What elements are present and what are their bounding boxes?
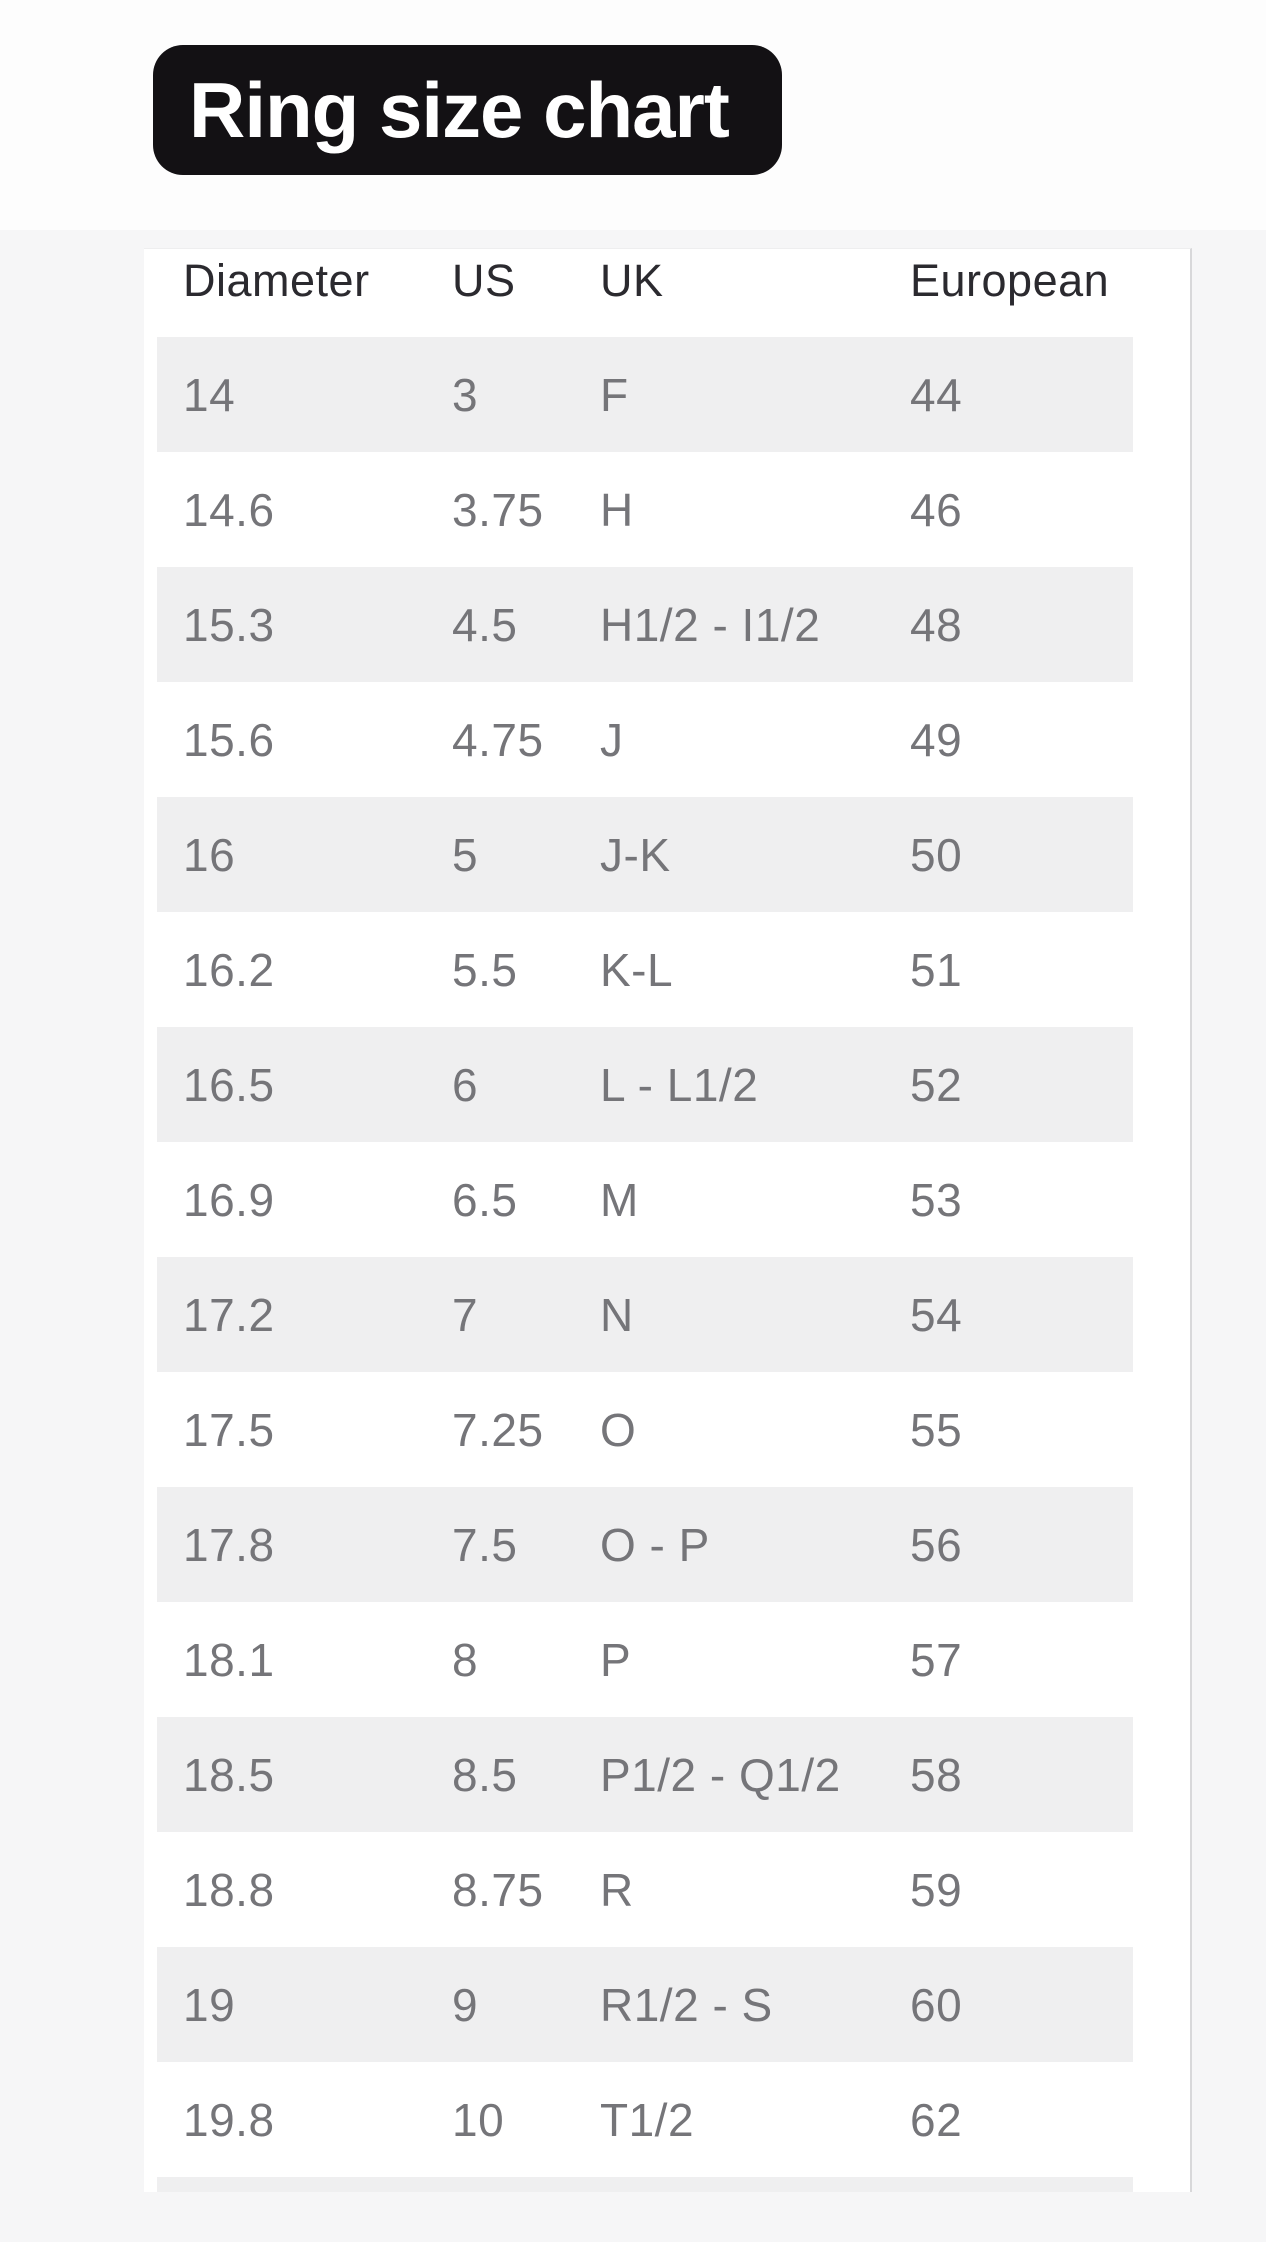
cell-european: 62 [910,2093,963,2146]
cell-diameter: 18.8 [183,1863,275,1916]
table-row: 17.2 7 N 54 [157,1257,1133,1372]
ring-size-table: Diameter US UK European 14 3 F 44 14.6 3.75 H 4… [157,249,1133,2192]
title-badge: Ring size chart [153,45,782,175]
cell-uk: J-K [600,828,671,881]
cell-uk: H [600,483,634,536]
cell-uk: H1/2 - I1/2 [600,598,821,651]
cell-diameter: 14.6 [183,483,275,536]
cell-us: 9 [452,1978,479,2031]
cell-uk: P1/2 - Q1/2 [600,1748,841,1801]
header-us: US [452,255,516,306]
cell-uk: T1/2 [600,2093,695,2146]
cell-diameter: 16 [183,828,236,881]
cell-us: 5 [452,828,479,881]
cell-european: 57 [910,1633,963,1686]
ring-size-table-card: Diameter US UK European 14 3 F 44 14.6 3.75 H 4… [144,248,1192,2192]
cell-diameter: 18.5 [183,1748,275,1801]
table-row: 14 3 F 44 [157,337,1133,452]
cell-european: 54 [910,1288,963,1341]
cell-diameter: 14 [183,368,236,421]
table-row: 16.2 5.5 K-L 51 [157,912,1133,1027]
cell-european: 58 [910,1748,963,1801]
table-row: 14.6 3.75 H 46 [157,452,1133,567]
cell-uk: O - P [600,1518,710,1571]
cell-diameter: 17.2 [183,1288,275,1341]
cell-diameter: 17.8 [183,1518,275,1571]
table-row: 19 9 R1/2 - S 60 [157,1947,1133,2062]
cell-uk: R [600,1863,634,1916]
cell-european: 51 [910,943,963,996]
cell-diameter: 15.3 [183,598,275,651]
cell-us: 8 [452,1633,479,1686]
cell-diameter: 16.5 [183,1058,275,1111]
cell-european: 60 [910,1978,963,2031]
cell-european: 50 [910,828,963,881]
table-row: 16.9 6.5 M 53 [157,1142,1133,1257]
cell-us: 7 [452,1288,479,1341]
cell-us: 7.5 [452,1518,518,1571]
cell-european: 46 [910,483,963,536]
cell-uk: L - L1/2 [600,1058,759,1111]
cell-european: 59 [910,1863,963,1916]
table-row: 16.5 6 L - L1/2 52 [157,1027,1133,1142]
table-row: 17.5 7.25 O 55 [157,1372,1133,1487]
cell-european: 56 [910,1518,963,1571]
cell-uk: N [600,1288,634,1341]
table-row: 15.3 4.5 H1/2 - I1/2 48 [157,567,1133,682]
cell-diameter: 19.8 [183,2093,275,2146]
cell-uk: F [600,368,629,421]
cell-uk: O [600,1403,637,1456]
table-row-partial [157,2177,1133,2192]
cell-us: 8.75 [452,1863,544,1916]
size-table-body: 14 3 F 44 14.6 3.75 H 46 15.3 4.5 H1/2 - I1/2 48 15.… [157,337,1133,2177]
table-row: 15.6 4.75 J 49 [157,682,1133,797]
cell-us: 10 [452,2093,505,2146]
cell-us: 4.5 [452,598,518,651]
cell-us: 3 [452,368,479,421]
cell-european: 52 [910,1058,963,1111]
cell-european: 49 [910,713,963,766]
cell-uk: R1/2 - S [600,1978,773,2031]
cell-us: 6.5 [452,1173,518,1226]
table-row: 19.8 10 T1/2 62 [157,2062,1133,2177]
cell-us: 5.5 [452,943,518,996]
cell-european: 55 [910,1403,963,1456]
cell-us: 4.75 [452,713,544,766]
table-row: 18.5 8.5 P1/2 - Q1/2 58 [157,1717,1133,1832]
cell-us: 8.5 [452,1748,518,1801]
cell-uk: P [600,1633,632,1686]
cell-european: 53 [910,1173,963,1226]
table-row: 18.1 8 P 57 [157,1602,1133,1717]
cell-uk: M [600,1173,639,1226]
cell-uk: K-L [600,943,674,996]
cell-us: 6 [452,1058,479,1111]
cell-diameter: 17.5 [183,1403,275,1456]
cell-diameter: 16.2 [183,943,275,996]
page-title: Ring size chart [189,65,730,154]
cell-diameter: 15.6 [183,713,275,766]
cell-european: 48 [910,598,963,651]
header-uk: UK [600,255,664,306]
cell-diameter: 18.1 [183,1633,275,1686]
cell-uk: J [600,713,624,766]
table-row: 16 5 J-K 50 [157,797,1133,912]
table-row: 18.8 8.75 R 59 [157,1832,1133,1947]
table-row: 17.8 7.5 O - P 56 [157,1487,1133,1602]
cell-diameter: 16.9 [183,1173,275,1226]
cell-european: 44 [910,368,963,421]
table-header-row: Diameter US UK European [157,249,1133,337]
cell-us: 7.25 [452,1403,544,1456]
header-diameter: Diameter [183,255,370,306]
header-european: European [910,255,1110,306]
cell-diameter: 19 [183,1978,236,2031]
cell-us: 3.75 [452,483,544,536]
